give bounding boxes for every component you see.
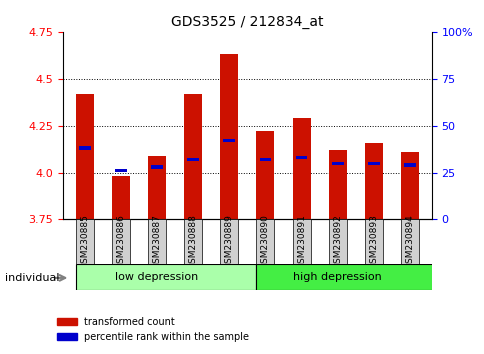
FancyBboxPatch shape bbox=[112, 219, 130, 264]
Bar bbox=[220, 55, 238, 219]
Bar bbox=[367, 161, 379, 165]
FancyBboxPatch shape bbox=[220, 219, 238, 264]
Bar bbox=[223, 139, 235, 142]
Legend: transformed count, percentile rank within the sample: transformed count, percentile rank withi… bbox=[53, 313, 253, 346]
Bar bbox=[400, 152, 418, 219]
Bar bbox=[115, 169, 126, 172]
Text: high depression: high depression bbox=[293, 272, 381, 282]
Text: GSM230893: GSM230893 bbox=[369, 214, 378, 269]
FancyBboxPatch shape bbox=[364, 219, 382, 264]
Text: GSM230894: GSM230894 bbox=[405, 214, 414, 269]
Text: GSM230885: GSM230885 bbox=[80, 214, 89, 269]
Bar bbox=[112, 176, 130, 219]
Text: GSM230888: GSM230888 bbox=[188, 214, 197, 269]
Bar bbox=[151, 165, 163, 169]
FancyBboxPatch shape bbox=[256, 219, 274, 264]
Bar bbox=[295, 156, 307, 159]
Bar bbox=[148, 156, 166, 219]
FancyBboxPatch shape bbox=[184, 219, 202, 264]
FancyBboxPatch shape bbox=[148, 219, 166, 264]
FancyBboxPatch shape bbox=[328, 219, 346, 264]
Bar bbox=[331, 161, 343, 165]
Text: GSM230890: GSM230890 bbox=[260, 214, 270, 269]
Bar bbox=[259, 158, 271, 161]
Text: individual: individual bbox=[5, 273, 59, 283]
FancyBboxPatch shape bbox=[400, 219, 418, 264]
Bar bbox=[328, 150, 346, 219]
Title: GDS3525 / 212834_at: GDS3525 / 212834_at bbox=[171, 16, 323, 29]
Bar bbox=[187, 158, 198, 161]
Bar bbox=[76, 94, 93, 219]
Bar bbox=[256, 131, 274, 219]
Bar bbox=[79, 147, 91, 150]
FancyBboxPatch shape bbox=[292, 219, 310, 264]
Bar bbox=[292, 118, 310, 219]
Text: low depression: low depression bbox=[115, 272, 198, 282]
Text: GSM230892: GSM230892 bbox=[333, 214, 342, 269]
Text: GSM230889: GSM230889 bbox=[224, 214, 233, 269]
Bar bbox=[184, 94, 202, 219]
FancyBboxPatch shape bbox=[76, 219, 93, 264]
Text: GSM230886: GSM230886 bbox=[116, 214, 125, 269]
FancyBboxPatch shape bbox=[256, 264, 436, 290]
Text: GSM230891: GSM230891 bbox=[296, 214, 305, 269]
FancyBboxPatch shape bbox=[76, 264, 256, 290]
Text: GSM230887: GSM230887 bbox=[152, 214, 161, 269]
Bar bbox=[364, 143, 382, 219]
Bar bbox=[403, 164, 415, 167]
